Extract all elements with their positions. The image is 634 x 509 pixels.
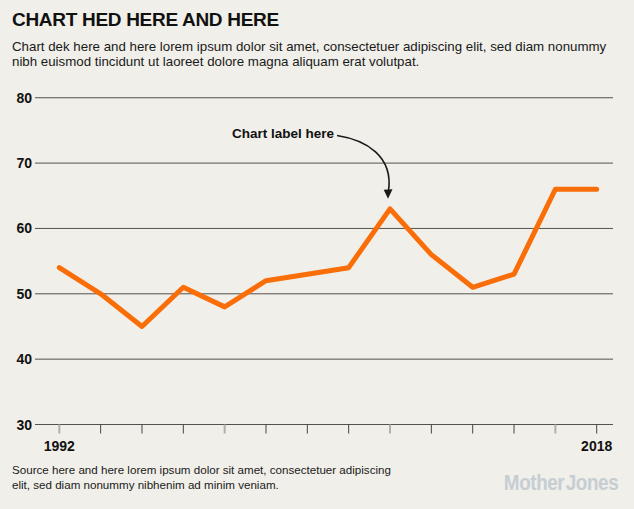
y-tick-label: 30 [0,417,32,433]
source-note: Source here and here lorem ipsum dolor s… [12,463,412,492]
y-tick-label: 60 [0,220,32,236]
y-tick-label: 40 [0,351,32,367]
y-tick-label: 70 [0,155,32,171]
plot-area: 30 40 50 60 70 80 1992 2018 Chart label here [0,0,634,509]
line-chart-svg [0,0,634,509]
x-tick-label: 2018 [567,438,627,454]
data-line [59,189,596,326]
y-tick-label: 80 [0,90,32,106]
annotation-arrowhead [384,189,393,199]
y-tick-label: 50 [0,286,32,302]
x-tick-label: 1992 [29,438,89,454]
motherjones-logo: Mother Jones [504,470,618,496]
chart-annotation-label: Chart label here [232,126,334,141]
chart-card: CHART HED HERE AND HERE Chart dek here a… [0,0,634,509]
